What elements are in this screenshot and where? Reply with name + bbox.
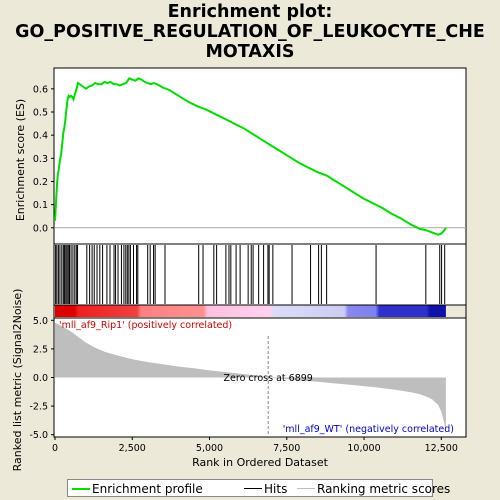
metric-xtick-label: 12,500 [425,443,458,454]
zero-cross-label: Zero cross at 6899 [224,373,313,384]
metric-ytick-label: 2.5 [33,344,48,355]
metric-ytick-label: 5.0 [33,316,48,327]
legend-label-metric: Ranking metric scores [317,482,451,496]
metric-xtick-label: 10,000 [347,443,380,454]
metric-ytick-label: -2.5 [29,402,48,413]
es-y-axis: 0.0 0.1 0.2 0.3 0.4 0.5 0.6 [33,84,54,234]
metric-xlabel: Rank in Ordered Dataset [192,456,329,469]
positive-label: 'mll_af9_Rip1' (positively correlated) [59,320,232,331]
metric-ytick-label: -5.0 [29,430,48,441]
metric-xtick-label: 5,000 [196,443,223,454]
legend-swatch-hits [244,488,262,489]
ranking-metric-area [55,322,446,435]
metric-xtick-label: 0 [52,443,58,454]
es-ytick-label: 0.0 [33,223,48,234]
metric-x-axis: 0 2,500 5,000 7,500 10,000 12,500 [52,437,458,454]
legend-label-hits: Hits [264,482,288,496]
hits-panel-frame [53,243,467,306]
es-panel-frame [53,67,467,245]
legend-swatch-es [72,488,90,490]
legend-swatch-metric [297,488,315,489]
legend-label-es: Enrichment profile [92,482,203,496]
es-ytick-label: 0.1 [33,200,48,211]
es-ytick-label: 0.6 [33,84,48,95]
es-ytick-label: 0.2 [33,177,48,188]
title-line-2: GO_POSITIVE_REGULATION_OF_LEUKOCYTE_CHE [15,22,485,42]
metric-ylabel: Ranked list metric (Signal2Noise) [11,289,24,472]
es-ytick-label: 0.3 [33,154,48,165]
es-ytick-label: 0.4 [33,131,48,142]
metric-ytick-label: 0.0 [33,373,48,384]
es-ylabel: Enrichment score (ES) [14,99,27,221]
es-curve [54,77,447,236]
negative-label: 'mll_af9_WT' (negatively correlated) [283,424,454,435]
legend: Enrichment profile Hits Ranking metric s… [67,479,450,497]
title-line-3: MOTAXIS [205,42,295,62]
es-ytick-label: 0.5 [33,108,48,119]
hit-lines [55,245,446,304]
chart-title: Enrichment plot: GO_POSITIVE_REGULATION_… [0,2,500,62]
metric-xtick-label: 2,500 [119,443,146,454]
metric-xtick-label: 7,500 [273,443,300,454]
metric-y-axis: -5.0 -2.5 0.0 2.5 5.0 [29,316,54,441]
title-line-1: Enrichment plot: [167,2,333,22]
rank-color-bar [55,305,446,317]
